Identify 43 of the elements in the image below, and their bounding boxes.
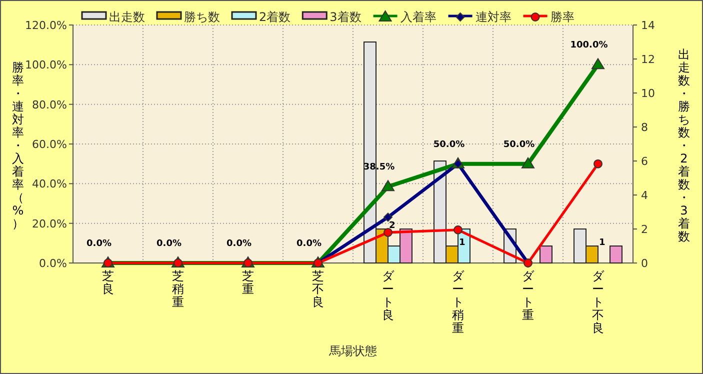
data-label: 0.0% (86, 239, 112, 249)
y-tick-label: 80.0% (32, 98, 67, 112)
legend-label: 2着数 (259, 10, 291, 24)
x-tick-label: ダート稍重 (452, 269, 465, 335)
y2-tick-label: 12 (641, 53, 655, 66)
x-tick-label: 芝不良 (312, 269, 324, 309)
data-label: 1 (459, 238, 466, 248)
y-tick-label: 20.0% (32, 217, 67, 230)
x-axis-title: 馬場状態 (328, 344, 377, 358)
legend-label: 勝率 (550, 10, 574, 24)
y-tick-label: 0.0% (39, 257, 67, 270)
y2-tick-label: 4 (641, 189, 648, 202)
x-tick-label: ダート重 (522, 269, 535, 322)
data-label: 50.0% (433, 140, 465, 150)
data-label: 0.0% (226, 239, 252, 249)
y-tick-label: 40.0% (32, 178, 67, 191)
y2-tick-label: 2 (641, 223, 648, 236)
y2-tick-label: 6 (641, 155, 648, 168)
data-label: 0.0% (156, 239, 182, 249)
y-tick-label: 60.0% (32, 138, 67, 151)
data-label: 0.0% (296, 239, 322, 249)
data-label: 1 (599, 238, 606, 248)
legend-label: 出走数 (109, 10, 145, 24)
y-tick-label: 120.0% (25, 19, 67, 32)
legend-label: 連対率 (475, 10, 512, 24)
legend-label: 3着数 (330, 10, 362, 24)
data-label: 2 (389, 221, 396, 231)
x-tick-label: 芝稍重 (172, 269, 184, 309)
text: 勝率・連対率・入着率（%） (12, 60, 24, 230)
data-label: 50.0% (503, 140, 535, 150)
x-tick-label: 芝良 (102, 269, 114, 296)
x-tick-label: ダート不良 (592, 269, 605, 335)
y2-tick-label: 14 (641, 19, 655, 32)
x-tick-label: ダート良 (382, 269, 395, 322)
x-tick-label: 芝重 (242, 269, 254, 296)
y2-tick-label: 8 (641, 121, 648, 134)
y2-tick-label: 0 (641, 257, 648, 270)
y-tick-label: 100.0% (25, 58, 67, 72)
data-label: 100.0% (570, 40, 608, 51)
text: 出走数・勝ち数・2着数・3着数 (678, 48, 690, 244)
y2-tick-label: 10 (641, 87, 655, 100)
legend-label: 勝ち数 (184, 10, 220, 24)
legend-label: 入着率 (400, 10, 436, 24)
